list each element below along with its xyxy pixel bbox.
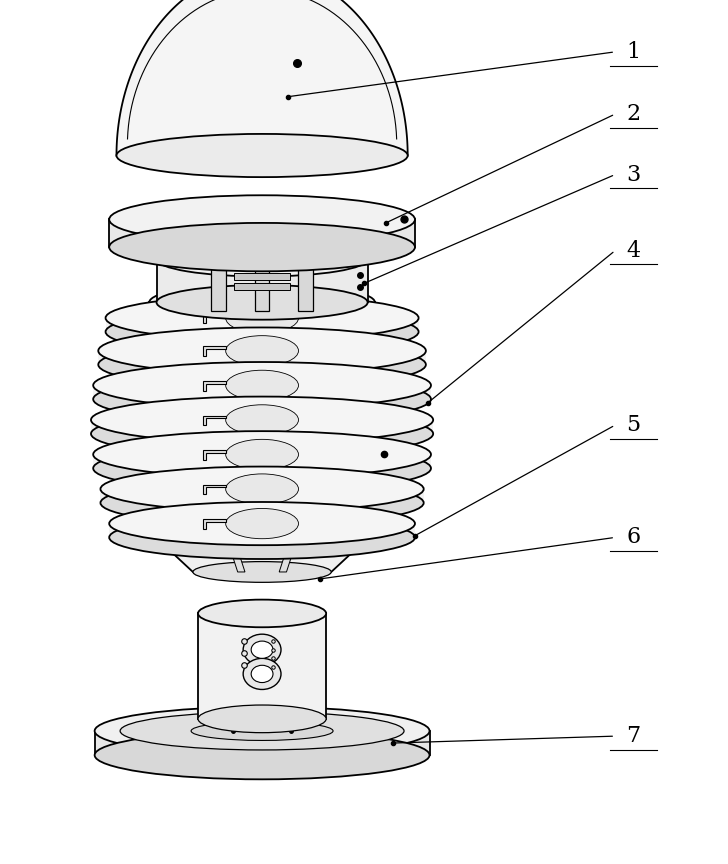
Ellipse shape — [226, 336, 298, 366]
Ellipse shape — [251, 641, 273, 658]
Ellipse shape — [95, 731, 430, 779]
Ellipse shape — [100, 467, 424, 511]
Polygon shape — [157, 259, 368, 302]
Ellipse shape — [93, 445, 431, 492]
Polygon shape — [149, 302, 375, 323]
Ellipse shape — [157, 285, 368, 320]
Polygon shape — [91, 420, 433, 434]
Ellipse shape — [226, 473, 298, 505]
Polygon shape — [203, 381, 226, 391]
Text: 3: 3 — [626, 163, 641, 186]
Polygon shape — [298, 259, 313, 311]
Ellipse shape — [198, 600, 326, 627]
Ellipse shape — [120, 712, 404, 750]
Ellipse shape — [95, 707, 430, 755]
Polygon shape — [116, 0, 408, 156]
Polygon shape — [203, 519, 226, 529]
Polygon shape — [98, 351, 426, 365]
Polygon shape — [93, 454, 431, 468]
Ellipse shape — [149, 283, 375, 321]
Text: 7: 7 — [626, 725, 641, 747]
Ellipse shape — [109, 516, 415, 559]
Polygon shape — [211, 259, 226, 311]
Ellipse shape — [106, 295, 419, 340]
Polygon shape — [234, 283, 290, 290]
Ellipse shape — [226, 404, 298, 435]
Text: 5: 5 — [626, 414, 641, 436]
Polygon shape — [149, 531, 375, 572]
Polygon shape — [280, 531, 300, 572]
Ellipse shape — [191, 721, 333, 740]
Polygon shape — [198, 613, 326, 719]
Ellipse shape — [91, 397, 433, 443]
Polygon shape — [100, 489, 424, 503]
Ellipse shape — [226, 439, 298, 470]
Ellipse shape — [93, 376, 431, 422]
Ellipse shape — [109, 502, 415, 545]
Ellipse shape — [100, 480, 424, 525]
Ellipse shape — [200, 313, 324, 334]
Ellipse shape — [93, 362, 431, 409]
Text: 4: 4 — [626, 239, 641, 262]
Polygon shape — [203, 346, 226, 356]
Ellipse shape — [98, 327, 426, 374]
Polygon shape — [224, 531, 245, 572]
Ellipse shape — [116, 134, 408, 177]
Text: 2: 2 — [626, 103, 641, 125]
Polygon shape — [203, 314, 226, 323]
Ellipse shape — [226, 303, 298, 334]
Polygon shape — [109, 524, 415, 537]
Polygon shape — [93, 385, 431, 399]
Ellipse shape — [98, 341, 426, 388]
Ellipse shape — [243, 634, 281, 665]
Ellipse shape — [91, 410, 433, 457]
Polygon shape — [203, 416, 226, 425]
Polygon shape — [203, 450, 226, 460]
Ellipse shape — [106, 309, 419, 354]
Polygon shape — [234, 273, 290, 280]
Ellipse shape — [109, 195, 415, 244]
Polygon shape — [203, 485, 226, 494]
Polygon shape — [230, 259, 294, 537]
Polygon shape — [255, 259, 269, 311]
Ellipse shape — [226, 370, 298, 400]
Ellipse shape — [198, 705, 326, 733]
Polygon shape — [109, 219, 415, 247]
Text: 6: 6 — [626, 526, 641, 549]
Text: 1: 1 — [626, 41, 641, 63]
Ellipse shape — [109, 223, 415, 271]
Ellipse shape — [157, 242, 368, 276]
Ellipse shape — [193, 562, 331, 582]
Ellipse shape — [226, 508, 298, 539]
Polygon shape — [95, 731, 430, 755]
Ellipse shape — [243, 658, 281, 689]
Ellipse shape — [149, 514, 375, 549]
Ellipse shape — [93, 431, 431, 478]
Ellipse shape — [251, 665, 273, 683]
Polygon shape — [106, 318, 419, 332]
